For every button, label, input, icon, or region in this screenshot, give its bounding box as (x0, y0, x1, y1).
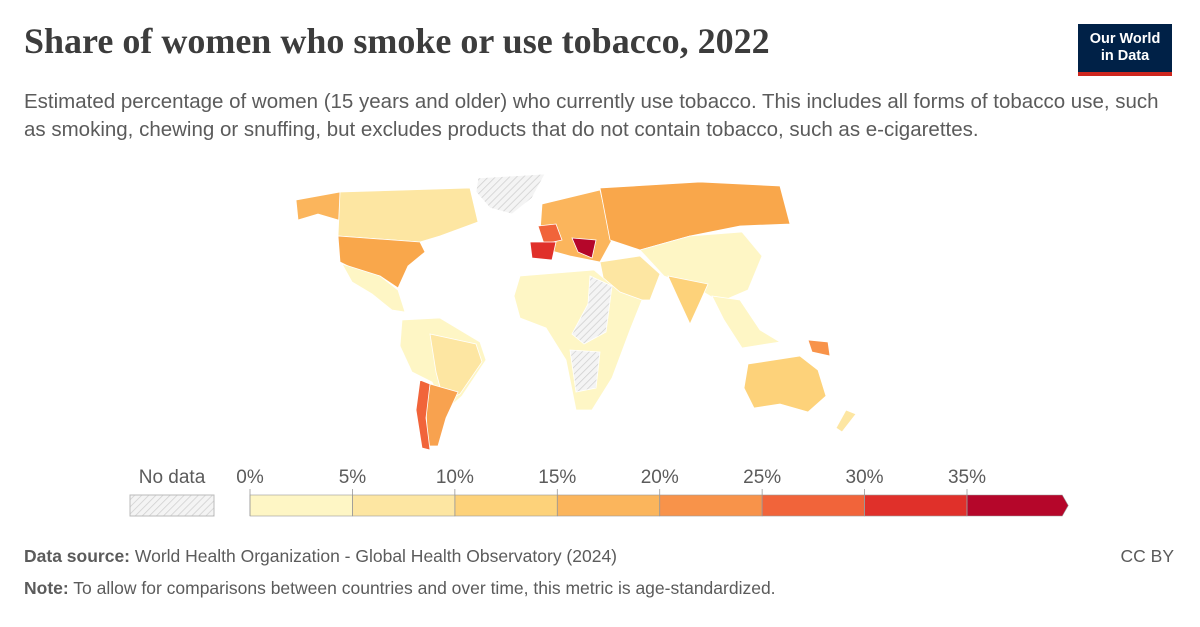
spain[interactable] (529, 241, 557, 261)
legend-bin (556, 494, 661, 517)
logo-line: in Data (1100, 48, 1150, 64)
legend-bin (864, 494, 968, 517)
title: Share of women who smoke or use tobacco,… (24, 21, 770, 61)
note-label: Note: (24, 578, 69, 598)
india[interactable] (667, 275, 709, 325)
logo-line: Our World (1089, 31, 1161, 47)
source: Data source: World Health Organization -… (24, 546, 617, 567)
no-data-swatch (129, 494, 215, 517)
legend-bin (352, 494, 456, 517)
subtitle: Estimated percentage of women (15 years … (24, 90, 1159, 141)
legend-tick-label: 20% (641, 467, 679, 488)
papua-new-guinea[interactable] (807, 339, 831, 357)
greenland[interactable] (475, 173, 546, 215)
russia[interactable] (599, 181, 791, 251)
australia[interactable] (743, 355, 827, 413)
new-zealand[interactable] (835, 409, 857, 433)
logo[interactable]: Our World in Data (1078, 24, 1172, 76)
countries (295, 173, 857, 451)
legend-tick-label: 25% (743, 467, 781, 488)
no-data-label: No data (139, 467, 206, 488)
canada[interactable] (337, 187, 479, 243)
legend-tick-label: 35% (948, 467, 986, 488)
africa[interactable] (513, 269, 643, 411)
alaska[interactable] (295, 191, 346, 223)
chile[interactable] (415, 379, 431, 451)
balkans[interactable] (571, 237, 597, 259)
source-text: World Health Organization - Global Healt… (134, 546, 618, 566)
license[interactable]: CC BY (1120, 546, 1174, 566)
southeast-asia[interactable] (711, 295, 782, 349)
legend-bin (966, 494, 1069, 517)
france[interactable] (537, 223, 563, 245)
legend-bin (659, 494, 763, 517)
legend-tick-label: 10% (436, 467, 474, 488)
legend-tick-label: 15% (538, 467, 576, 488)
legend-bin (249, 494, 353, 517)
argentina[interactable] (425, 383, 459, 447)
sahara[interactable] (571, 275, 613, 345)
note-text: To allow for comparisons between countri… (73, 578, 776, 598)
legend-bin (761, 494, 865, 517)
legend: 0% 5% 10% 15% 20% 25% 30% 35% (236, 467, 1069, 517)
legend-tick-label: 0% (236, 467, 264, 488)
legend-tick-label: 5% (339, 467, 367, 488)
mexico[interactable] (341, 263, 406, 313)
legend-tick-label: 30% (846, 467, 884, 488)
central-africa[interactable] (569, 349, 601, 393)
legend-bin (454, 494, 558, 517)
note: Note: To allow for comparisons between c… (24, 578, 776, 599)
source-label: Data source: (24, 546, 131, 566)
brazil[interactable] (429, 333, 483, 403)
